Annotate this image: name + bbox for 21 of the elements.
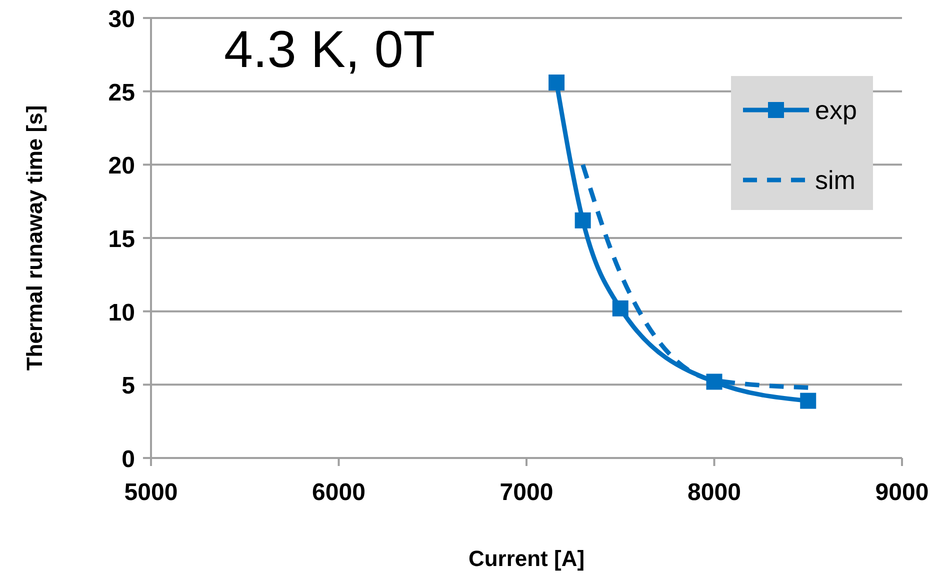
- x-tick-label: 5000: [124, 479, 178, 506]
- y-tick-label: 0: [122, 446, 135, 473]
- y-tick-label: 5: [122, 372, 135, 400]
- y-axis-title: Thermal runaway time [s]: [22, 105, 47, 371]
- x-tick-label: 7000: [500, 479, 554, 506]
- x-tick-label: 6000: [312, 479, 366, 506]
- x-tick-label: 9000: [875, 479, 929, 506]
- y-tick-label: 30: [108, 6, 135, 33]
- legend-label: exp: [815, 95, 857, 125]
- chart-title: 4.3 K, 0T: [224, 21, 435, 79]
- point: [574, 212, 591, 228]
- x-tick-label: 8000: [688, 479, 741, 506]
- point: [612, 300, 628, 316]
- y-tick-label: 25: [108, 79, 135, 106]
- point: [800, 392, 816, 409]
- y-tick-label: 15: [108, 226, 135, 253]
- point: [548, 74, 565, 91]
- y-tick-label: 10: [108, 299, 135, 326]
- legend-label: sim: [815, 165, 856, 195]
- x-axis-title: Current [A]: [468, 546, 585, 571]
- y-tick-label: 20: [108, 152, 135, 180]
